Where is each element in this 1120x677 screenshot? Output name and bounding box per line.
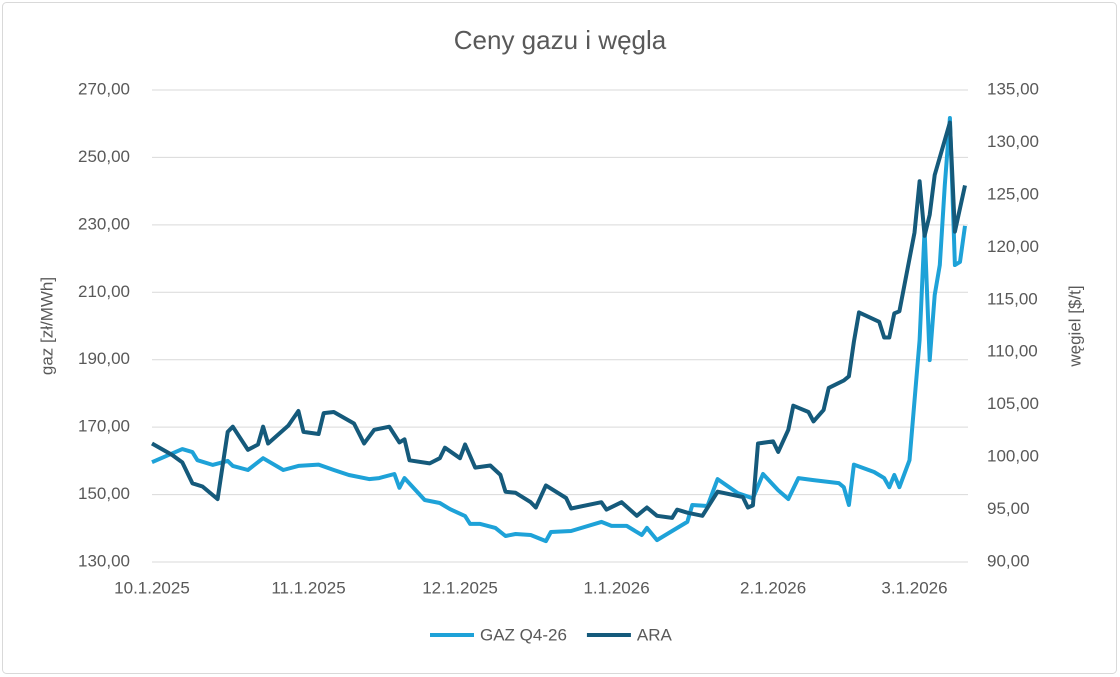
y-tick-label: 190,00 xyxy=(78,349,130,368)
x-tick-label: 1.1.2026 xyxy=(583,578,649,597)
y2-axis-title: węgiel [$/t] xyxy=(1065,285,1084,367)
series-line xyxy=(151,120,967,520)
legend-label: GAZ Q4-26 xyxy=(480,625,567,644)
y-tick-label: 130,00 xyxy=(78,551,130,570)
y2-tick-label: 110,00 xyxy=(987,342,1038,361)
x-tick-label: 10.1.2025 xyxy=(114,578,190,597)
x-tick-label: 3.1.2026 xyxy=(881,578,947,597)
y2-tick-label: 115,00 xyxy=(987,289,1038,308)
y2-tick-label: 105,00 xyxy=(987,394,1039,413)
y-tick-label: 170,00 xyxy=(78,417,130,436)
y2-tick-label: 130,00 xyxy=(987,132,1039,151)
y-tick-label: 250,00 xyxy=(78,147,130,166)
y-tick-label: 210,00 xyxy=(78,282,130,301)
y-tick-label: 150,00 xyxy=(78,484,130,503)
y-tick-label: 270,00 xyxy=(78,79,130,98)
y-tick-label: 230,00 xyxy=(78,214,130,233)
chart-title: Ceny gazu i węgla xyxy=(454,25,667,55)
y2-tick-label: 100,00 xyxy=(987,447,1039,466)
y2-tick-label: 90,00 xyxy=(987,551,1030,570)
y-axis-title: gaz [zł/MWh] xyxy=(37,277,56,375)
y2-tick-label: 95,00 xyxy=(987,499,1030,518)
x-tick-label: 2.1.2026 xyxy=(740,578,806,597)
legend-label: ARA xyxy=(637,625,673,644)
x-tick-label: 11.1.2025 xyxy=(271,578,345,597)
y2-tick-label: 120,00 xyxy=(987,237,1039,256)
x-tick-label: 12.1.2025 xyxy=(422,578,498,597)
y2-tick-label: 125,00 xyxy=(987,184,1039,203)
series-line xyxy=(151,116,967,544)
y2-tick-label: 135,00 xyxy=(987,79,1039,98)
